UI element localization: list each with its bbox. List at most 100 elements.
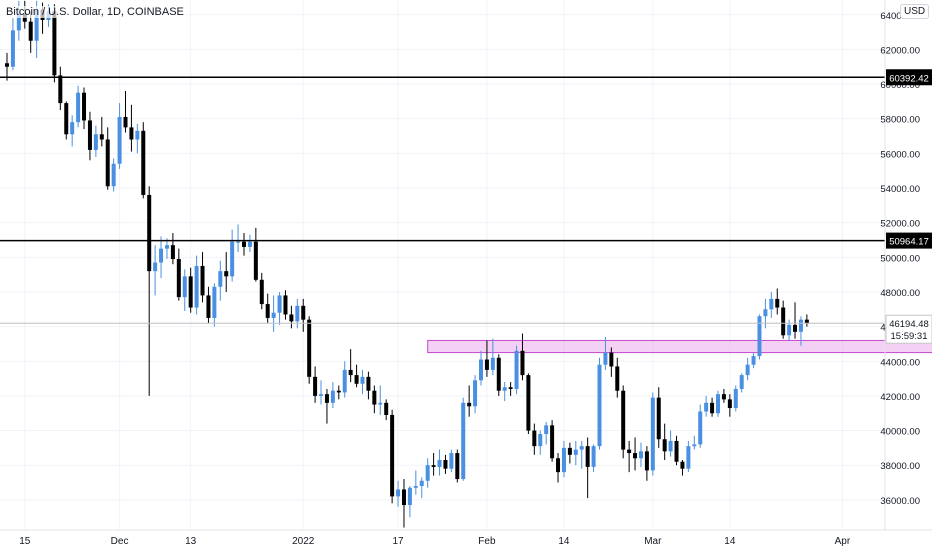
candle-down: [484, 340, 489, 377]
candle-down: [644, 446, 649, 481]
candle-down: [467, 385, 472, 417]
candle-body: [668, 440, 673, 452]
candle-body: [129, 127, 134, 140]
candle-down: [804, 314, 809, 327]
candle-body: [804, 319, 809, 324]
candle-body: [218, 271, 223, 287]
candle-body: [508, 387, 513, 389]
candle-body: [271, 312, 276, 318]
candle-up: [378, 385, 383, 415]
level-price-label-bg: [886, 232, 932, 249]
candle-body: [455, 453, 460, 480]
candle-up: [704, 395, 709, 417]
candle-down: [633, 437, 638, 471]
level-price-label-bg: [886, 69, 932, 86]
candle-up: [182, 269, 187, 312]
candle-down: [455, 449, 460, 483]
horizontal-lines-layer: [0, 76, 885, 324]
candle-body: [153, 262, 158, 272]
candle-down: [141, 122, 146, 199]
candle-down: [674, 435, 679, 466]
candle-body: [556, 458, 561, 473]
candle-down: [615, 357, 620, 398]
candle-body: [775, 298, 780, 308]
candle-body: [194, 265, 199, 308]
candle-body: [212, 286, 217, 318]
price-tick-label: 44000.00: [880, 357, 920, 368]
candle-body: [739, 375, 744, 389]
candle-up: [419, 477, 424, 499]
candle-body: [342, 369, 347, 393]
candle-down: [662, 423, 667, 461]
candle-down: [372, 385, 377, 414]
candle-body: [164, 245, 169, 249]
candle-down: [82, 87, 87, 130]
candle-body: [662, 439, 667, 452]
candle-body: [93, 134, 98, 150]
currency-badge[interactable]: USD: [900, 4, 930, 19]
candle-body: [520, 350, 525, 376]
candle-body: [170, 245, 175, 260]
candle-down: [324, 388, 329, 424]
candle-body: [111, 163, 116, 187]
candle-body: [206, 295, 211, 318]
candle-up: [579, 440, 584, 469]
candle-body: [330, 390, 335, 403]
candle-down: [5, 52, 9, 81]
candle-body: [265, 304, 270, 318]
resistance-zone-layer: [427, 339, 932, 354]
candle-up: [218, 260, 223, 301]
candle-body: [597, 364, 602, 447]
candle-body: [105, 139, 110, 187]
time-tick-label: 2022: [292, 536, 315, 547]
candle-up: [769, 291, 774, 318]
candle-body: [253, 241, 258, 280]
candle-body: [247, 241, 252, 247]
candle-down: [58, 66, 63, 111]
candle-body: [538, 434, 543, 447]
candle-body: [117, 116, 122, 164]
time-tick-label: Mar: [644, 536, 662, 547]
candle-body: [319, 394, 324, 396]
candle-body: [686, 446, 691, 469]
candle-body: [188, 276, 193, 308]
candle-body: [721, 394, 726, 400]
candle-body: [473, 380, 478, 407]
price-tick-label: 62000.00: [880, 45, 920, 56]
candle-down: [727, 394, 732, 417]
symbol-title: Bitcoin / U.S. Dollar, 1D, COINBASE: [4, 6, 186, 18]
candle-body: [10, 30, 15, 67]
candle-body: [467, 402, 472, 407]
candle-body: [627, 449, 632, 454]
candle-body: [16, 13, 21, 31]
candle-body: [591, 446, 596, 467]
candle-down: [170, 233, 175, 265]
current-price-label-bg: [885, 314, 932, 344]
candle-body: [609, 352, 614, 367]
candle-down: [532, 423, 537, 455]
candle-body: [76, 92, 81, 123]
candle-body: [674, 440, 679, 462]
candle-body: [437, 460, 442, 467]
candle-down: [656, 387, 661, 448]
candle-down: [550, 420, 555, 462]
candle-down: [176, 248, 181, 301]
candle-body: [396, 489, 401, 497]
candle-body: [224, 271, 229, 277]
candle-body: [277, 295, 282, 313]
time-tick-label: 14: [558, 536, 570, 547]
candle-up: [111, 158, 116, 192]
resistance-zone: [427, 339, 932, 354]
candle-down: [627, 440, 632, 473]
candle-body: [28, 21, 33, 41]
candle-down: [307, 316, 312, 384]
candle-down: [206, 286, 211, 324]
candle-body: [751, 356, 756, 365]
candle-down: [147, 186, 152, 396]
candle-up: [10, 18, 15, 71]
candle-up: [117, 103, 122, 169]
candle-up: [164, 238, 169, 260]
candle-body: [70, 122, 75, 135]
candle-body: [390, 414, 395, 497]
